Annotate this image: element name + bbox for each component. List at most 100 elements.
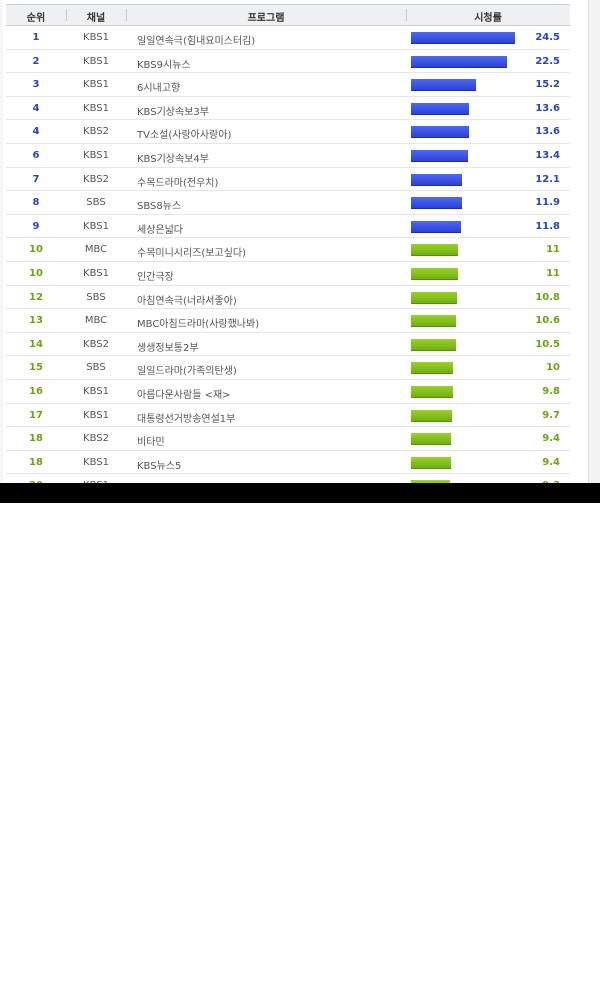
header-rating: 시청률: [474, 13, 502, 24]
program-cell[interactable]: KBS9시뉴스: [137, 59, 191, 71]
program-cell[interactable]: 아침연속극(너라서좋아): [137, 295, 237, 307]
rating-bar: [411, 385, 453, 398]
program-cell[interactable]: 6시내고향: [137, 83, 181, 95]
rank-cell: 18: [29, 433, 43, 445]
program-cell[interactable]: 인간극장: [137, 271, 174, 283]
channel-cell: KBS1: [83, 220, 109, 232]
watermark-text: [711x574] http://uplc.me/: [430, 969, 596, 982]
rating-value: 24.5: [535, 32, 560, 43]
channel-cell: KBS1: [83, 267, 109, 279]
table-row: 14 KBS2 생생정보통2부 10.5: [6, 333, 570, 357]
program-cell[interactable]: SBS8뉴스: [137, 201, 182, 213]
rating-value: 13.6: [535, 126, 560, 138]
rating-value: 9.8: [542, 385, 560, 397]
rating-bar: [411, 32, 515, 44]
rating-bar: [411, 267, 458, 280]
rank-cell: 17: [29, 409, 43, 421]
rating-bar: [411, 338, 456, 351]
program-cell[interactable]: MBC아침드라마(사랑했나봐): [137, 319, 260, 331]
screenshot-frame: 순위 채널 프로그램 시청률 1 KBS1 일일연속극(힘내요미스터김) 24.5 2 K…: [0, 0, 600, 503]
table-row: 1 KBS1 일일연속극(힘내요미스터김) 24.5: [6, 26, 570, 50]
header-separator: [406, 9, 407, 21]
ratings-table: 순위 채널 프로그램 시청률 1 KBS1 일일연속극(힘내요미스터김) 24.5 2 K…: [6, 4, 570, 498]
rank-cell: 10: [29, 244, 43, 256]
rating-bar: [411, 197, 462, 210]
channel-cell: KBS1: [83, 456, 109, 468]
rank-cell: 12: [29, 291, 43, 303]
rating-value: 10.6: [535, 315, 560, 327]
program-cell[interactable]: 수목미니시리즈(보고싶다): [137, 248, 247, 260]
table-row: 13 MBC MBC아침드라마(사랑했나봐) 10.6: [6, 309, 570, 333]
rating-bar: [411, 173, 462, 186]
channel-cell: MBC: [84, 244, 108, 256]
rank-cell: 6: [32, 149, 40, 161]
program-cell[interactable]: KBS기상속보3부: [137, 106, 209, 118]
rank-cell: 4: [32, 102, 40, 114]
table-row: 17 KBS1 대통령선거방송연설1부 9.7: [6, 404, 570, 428]
rating-value: 10.8: [535, 291, 560, 303]
channel-cell: KBS1: [83, 102, 109, 114]
channel-cell: SBS: [86, 291, 106, 303]
program-cell[interactable]: 일일연속극(힘내요미스터김): [137, 36, 256, 47]
rating-value: 11.9: [535, 197, 560, 209]
rank-cell: 1: [32, 32, 40, 43]
channel-cell: KBS1: [83, 55, 109, 67]
rank-cell: 14: [29, 338, 43, 350]
rating-bar: [411, 244, 458, 257]
table-row: 3 KBS1 6시내고향 15.2: [6, 73, 570, 97]
channel-cell: KBS1: [83, 385, 109, 397]
table-body: 1 KBS1 일일연속극(힘내요미스터김) 24.5 2 KBS1 KBS9시뉴스 22.5 3…: [6, 26, 570, 498]
rank-cell: 10: [29, 267, 43, 279]
channel-cell: KBS1: [83, 149, 109, 161]
program-cell[interactable]: KBS기상속보4부: [137, 153, 209, 165]
table-row: 6 KBS1 KBS기상속보4부 13.4: [6, 144, 570, 168]
rating-bar: [411, 433, 451, 446]
channel-cell: SBS: [86, 362, 106, 374]
program-cell[interactable]: 아름다운사람들 <재>: [137, 389, 231, 401]
program-cell[interactable]: 수목드라마(전우치): [137, 177, 219, 189]
table-header: 순위 채널 프로그램 시청률: [6, 4, 570, 26]
table-row: 16 KBS1 아름다운사람들 <재> 9.8: [6, 380, 570, 404]
header-channel: 채널: [86, 13, 106, 24]
table-row: 4 KBS2 TV소설(사랑아사랑아) 13.6: [6, 120, 570, 144]
rating-bar: [411, 362, 453, 375]
channel-cell: KBS1: [83, 409, 109, 421]
rating-bar: [411, 409, 452, 422]
rank-cell: 4: [32, 126, 40, 138]
rating-bar: [411, 79, 476, 92]
rating-bar: [411, 126, 469, 139]
channel-cell: KBS1: [83, 32, 109, 43]
channel-cell: KBS1: [83, 79, 109, 91]
rank-cell: 18: [29, 456, 43, 468]
rating-value: 9.7: [542, 409, 560, 421]
watermark-strip: [711x574] http://uplc.me/: [0, 483, 600, 982]
rank-cell: 9: [32, 220, 40, 232]
rank-cell: 13: [29, 315, 43, 327]
program-cell[interactable]: 생생정보통2부: [137, 342, 199, 354]
program-cell[interactable]: 비타민: [137, 437, 165, 449]
rating-value: 10.5: [535, 338, 560, 350]
header-separator: [66, 9, 67, 21]
table-row: 10 KBS1 인간극장 11: [6, 262, 570, 286]
channel-cell: KBS2: [83, 338, 109, 350]
rank-cell: 16: [29, 385, 43, 397]
program-cell[interactable]: 세상은넓다: [137, 224, 183, 236]
rating-bar: [411, 55, 507, 68]
program-cell[interactable]: 대통령선거방송연설1부: [137, 413, 236, 425]
rating-value: 11: [546, 267, 560, 279]
rating-bar: [411, 149, 468, 162]
rating-bar: [411, 456, 451, 469]
rating-value: 11.8: [535, 220, 560, 232]
left-rule: [0, 0, 3, 483]
program-cell[interactable]: 일일드라마(가족의탄생): [137, 366, 237, 378]
rating-value: 13.6: [535, 102, 560, 114]
rating-value: 9.4: [542, 433, 560, 445]
channel-cell: KBS2: [83, 433, 109, 445]
program-cell[interactable]: KBS뉴스5: [137, 460, 182, 472]
table-row: 9 KBS1 세상은넓다 11.8: [6, 215, 570, 239]
rating-bar: [411, 315, 456, 328]
rating-bar: [411, 291, 457, 304]
header-rank: 순위: [26, 13, 46, 24]
channel-cell: KBS2: [83, 126, 109, 138]
program-cell[interactable]: TV소설(사랑아사랑아): [137, 130, 232, 142]
